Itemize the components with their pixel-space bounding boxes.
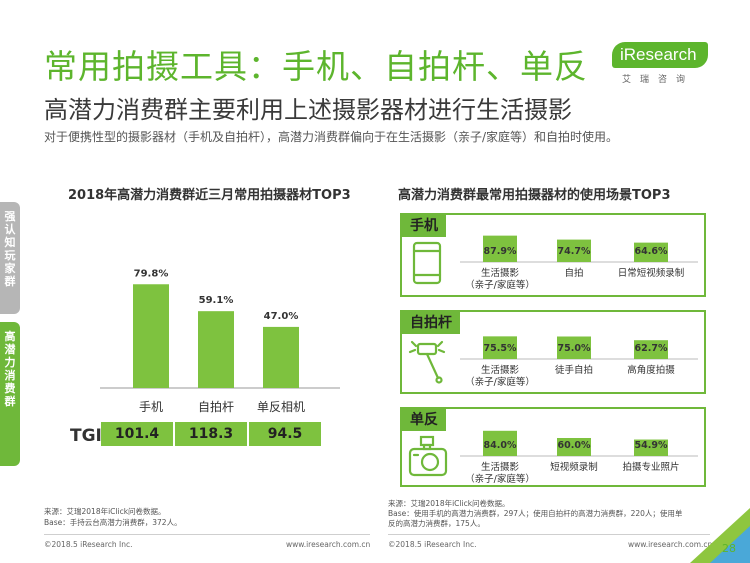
bar bbox=[557, 438, 591, 456]
iresearch-logo: iResearch 艾瑞咨询 bbox=[612, 42, 712, 86]
bar-value-label: 75.0% bbox=[558, 343, 591, 354]
side-tab-char: 家 bbox=[4, 262, 16, 275]
source-note-left: 来源：艾瑞2018年iClick问卷数据。 Base：手持云台高潜力消费群，37… bbox=[44, 506, 364, 528]
copyright-left: ©2018.5 iResearch Inc. bbox=[44, 540, 133, 549]
tgi-value: 94.5 bbox=[249, 422, 321, 446]
category-label: 日常短视频录制 bbox=[618, 267, 685, 279]
base-line-cont: 反的高潜力消费群，175人。 bbox=[388, 519, 485, 528]
bar-value-label: 60.0% bbox=[558, 440, 591, 451]
selfie-stick-icon bbox=[408, 340, 446, 384]
category-label: 自拍杆 bbox=[198, 399, 234, 414]
category-label: （亲子/家庭等） bbox=[465, 279, 535, 291]
page-description: 对于便携性型的摄影器材（手机及自拍杆），高潜力消费群偏向于在生活摄影（亲子/家庭… bbox=[44, 130, 619, 144]
category-label: 生活摄影 bbox=[481, 267, 520, 279]
side-tab-char: 潜 bbox=[4, 343, 16, 356]
category-label: 生活摄影 bbox=[481, 461, 520, 473]
scenario-panel: 75.5% 生活摄影 （亲子/家庭等） 75.0% 徒手自拍 62.7% 高角度拍摄 自拍杆 bbox=[400, 310, 706, 394]
scenario-bar-chart: 84.0% 生活摄影（亲子/家庭等） 60.0% 短视频录制 54.9% 拍摄专业照片 bbox=[408, 430, 698, 485]
bar bbox=[133, 284, 169, 388]
bar bbox=[198, 311, 234, 388]
website-link-left[interactable]: www.iresearch.com.cn bbox=[286, 540, 371, 549]
base-line: Base：手持云台高潜力消费群，372人。 bbox=[44, 518, 182, 527]
page-subtitle: 高潜力消费群主要利用上述摄影器材进行生活摄影 bbox=[44, 96, 572, 124]
bar bbox=[557, 239, 591, 262]
corner-decoration bbox=[690, 508, 750, 563]
side-tab-char: 群 bbox=[4, 395, 16, 408]
scenario-panel: 87.9% 生活摄影 （亲子/家庭等） 74.7% 自拍 64.6% 日常短视频录制 手机 bbox=[400, 213, 706, 297]
scenario-panel: 84.0% 生活摄影 （亲子/家庭等） 60.0% 短视频录制 54.9% 拍摄专业照片 单反 bbox=[400, 407, 706, 487]
source-line: 来源：艾瑞2018年iClick问卷数据。 bbox=[388, 499, 510, 508]
category-label: 拍摄专业照片 bbox=[622, 461, 679, 473]
panel-device-tag: 单反 bbox=[402, 409, 446, 431]
bar bbox=[263, 326, 299, 388]
logo-subtitle: 艾瑞咨询 bbox=[622, 75, 695, 85]
category-label: 手机 bbox=[139, 400, 163, 414]
bar-value-label: 74.7% bbox=[558, 246, 591, 257]
bar bbox=[483, 336, 517, 359]
bar bbox=[634, 439, 668, 456]
category-label: 单反相机 bbox=[257, 400, 305, 414]
side-tab-char: 费 bbox=[4, 382, 16, 395]
bar bbox=[634, 340, 668, 359]
panel-device-tag: 手机 bbox=[402, 215, 446, 237]
tgi-row: 101.4 118.3 94.5 bbox=[98, 422, 322, 446]
side-tab-char: 知 bbox=[4, 236, 16, 249]
logo-brand: iResearch bbox=[612, 42, 708, 68]
source-note-right: 来源：艾瑞2018年iClick问卷数据。 Base：使用手机的高潜力消费群，2… bbox=[388, 499, 710, 529]
side-tab-char: 认 bbox=[4, 223, 16, 236]
tgi-value: 101.4 bbox=[101, 422, 173, 446]
category-label: 自拍 bbox=[564, 267, 583, 279]
side-tab-char: 强 bbox=[4, 210, 16, 223]
tgi-label: TGI bbox=[70, 426, 102, 446]
camera-icon bbox=[408, 435, 448, 477]
bar bbox=[483, 430, 517, 456]
side-tab-strong-players[interactable]: 强认知玩家群 bbox=[0, 202, 20, 314]
footer-divider-right bbox=[388, 534, 710, 535]
page-number: 28 bbox=[722, 542, 736, 555]
bar bbox=[634, 242, 668, 262]
phone-icon bbox=[412, 241, 442, 285]
bar-value-label: 84.0% bbox=[484, 440, 517, 451]
side-tab-char: 玩 bbox=[4, 249, 16, 262]
page-title: 常用拍摄工具：手机、自拍杆、单反 bbox=[44, 47, 588, 86]
bar-value-label: 64.6% bbox=[635, 246, 668, 257]
tgi-value: 118.3 bbox=[175, 422, 247, 446]
category-label: （亲子/家庭等） bbox=[465, 473, 535, 485]
side-tab-char: 消 bbox=[4, 369, 16, 382]
device-usage-bar-chart: 79.8% 手机 59.1% 自拍杆 47.0% 单反相机 bbox=[100, 268, 340, 414]
website-link-right[interactable]: www.iresearch.com.cn bbox=[628, 540, 713, 549]
footer-divider-left bbox=[44, 534, 370, 535]
bar-value-label: 59.1% bbox=[199, 295, 234, 306]
panel-device-tag: 自拍杆 bbox=[402, 312, 460, 334]
scenario-bar-chart: 87.9% 生活摄影（亲子/家庭等） 74.7% 自拍 64.6% 日常短视频录制 bbox=[412, 235, 698, 291]
side-tab-char: 力 bbox=[4, 356, 16, 369]
chart1-title: 2018年高潜力消费群近三月常用拍摄器材TOP3 bbox=[68, 188, 351, 203]
category-label: 高角度拍摄 bbox=[627, 364, 675, 376]
bar-value-label: 47.0% bbox=[264, 311, 299, 322]
bar-value-label: 87.9% bbox=[484, 246, 517, 257]
bar-value-label: 75.5% bbox=[484, 343, 517, 354]
category-label: （亲子/家庭等） bbox=[465, 376, 535, 388]
bar-value-label: 62.7% bbox=[635, 343, 668, 354]
category-label: 短视频录制 bbox=[550, 461, 598, 473]
copyright-right: ©2018.5 iResearch Inc. bbox=[388, 540, 477, 549]
bar-value-label: 54.9% bbox=[635, 440, 668, 451]
side-tab-char: 群 bbox=[4, 275, 16, 288]
side-tab-char: 高 bbox=[4, 330, 16, 343]
source-line: 来源：艾瑞2018年iClick问卷数据。 bbox=[44, 507, 166, 516]
bar bbox=[483, 235, 517, 262]
bar bbox=[557, 336, 591, 359]
side-tab-high-potential[interactable]: 高潜力消费群 bbox=[0, 322, 20, 466]
category-label: 生活摄影 bbox=[481, 364, 520, 376]
bar-value-label: 79.8% bbox=[134, 268, 169, 279]
scenario-bar-chart: 75.5% 生活摄影（亲子/家庭等） 75.0% 徒手自拍 62.7% 高角度拍摄 bbox=[408, 336, 698, 388]
category-label: 徒手自拍 bbox=[555, 364, 593, 376]
chart2-title: 高潜力消费群最常用拍摄器材的使用场景TOP3 bbox=[398, 188, 671, 203]
base-line: Base：使用手机的高潜力消费群，297人；使用自拍杆的高潜力消费群，220人；… bbox=[388, 509, 683, 518]
